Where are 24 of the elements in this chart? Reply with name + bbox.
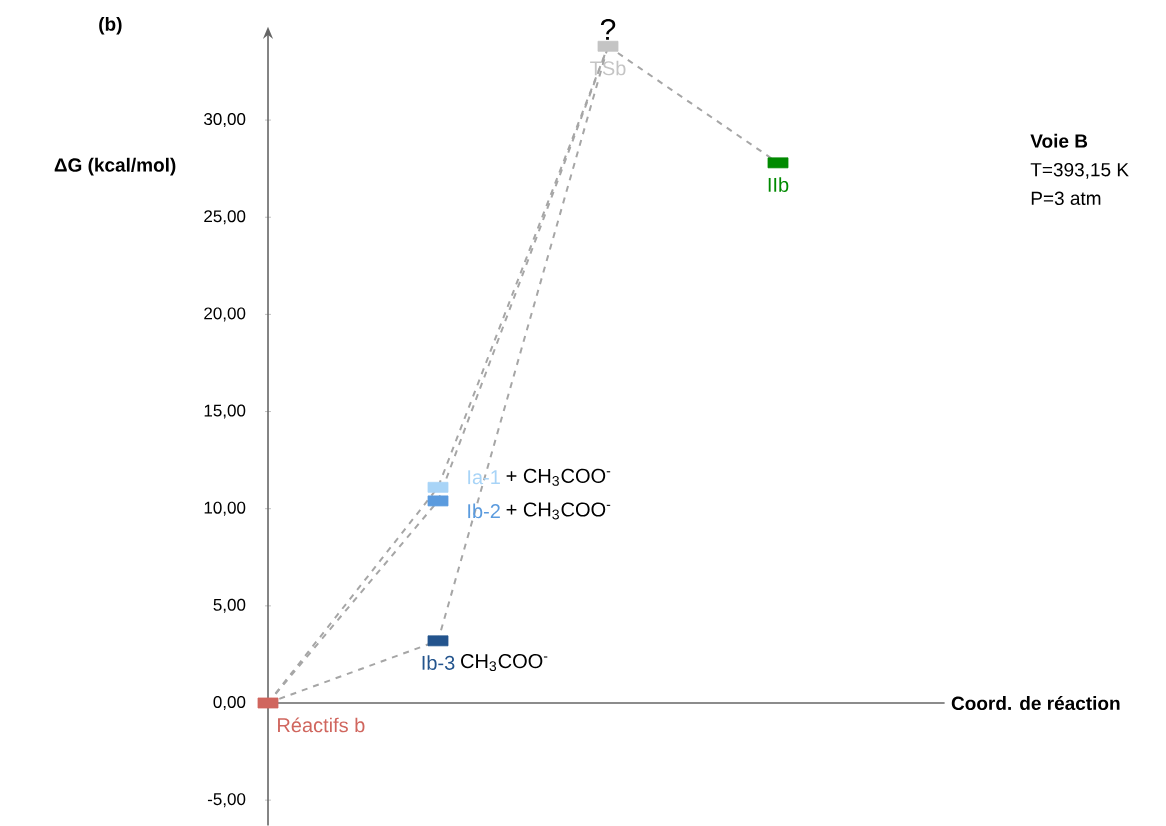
y-tick-label: 15,00	[204, 404, 246, 419]
x-axis-title: Coord. de réaction	[951, 695, 1120, 711]
text: (b)	[99, 16, 122, 35]
y-tick-label: 0,00	[213, 695, 246, 710]
text: P=3 atm	[1031, 191, 1101, 206]
annotation: CH$_{3}$COO$^{-}$	[461, 654, 548, 672]
series-label: Ia-1	[468, 470, 500, 485]
y-tick-label: 20,00	[204, 307, 246, 322]
text: Voie B	[1030, 133, 1088, 148]
annotation: ?	[600, 18, 616, 40]
annotation: + CH$_{3}$COO$^{-}$	[506, 502, 611, 520]
series-label: Réactifs b	[278, 717, 365, 733]
series-label: TSb	[590, 60, 626, 76]
annotation: + CH$_{3}$COO$^{-}$	[506, 468, 611, 486]
y-tick-label: 10,00	[204, 501, 246, 516]
y-tick-label: -5,00	[207, 793, 246, 808]
series-label: Ib-3	[422, 655, 455, 670]
series-label: IIb	[768, 177, 789, 192]
y-tick-label: 5,00	[213, 598, 246, 613]
y-axis-title: ΔG (kcal/mol)	[54, 157, 176, 176]
series-label: Ib-2	[468, 503, 500, 519]
text: T=393,15 K	[1030, 162, 1129, 179]
y-tick-label: 30,00	[204, 113, 246, 128]
y-tick-label: 25,00	[204, 210, 246, 225]
